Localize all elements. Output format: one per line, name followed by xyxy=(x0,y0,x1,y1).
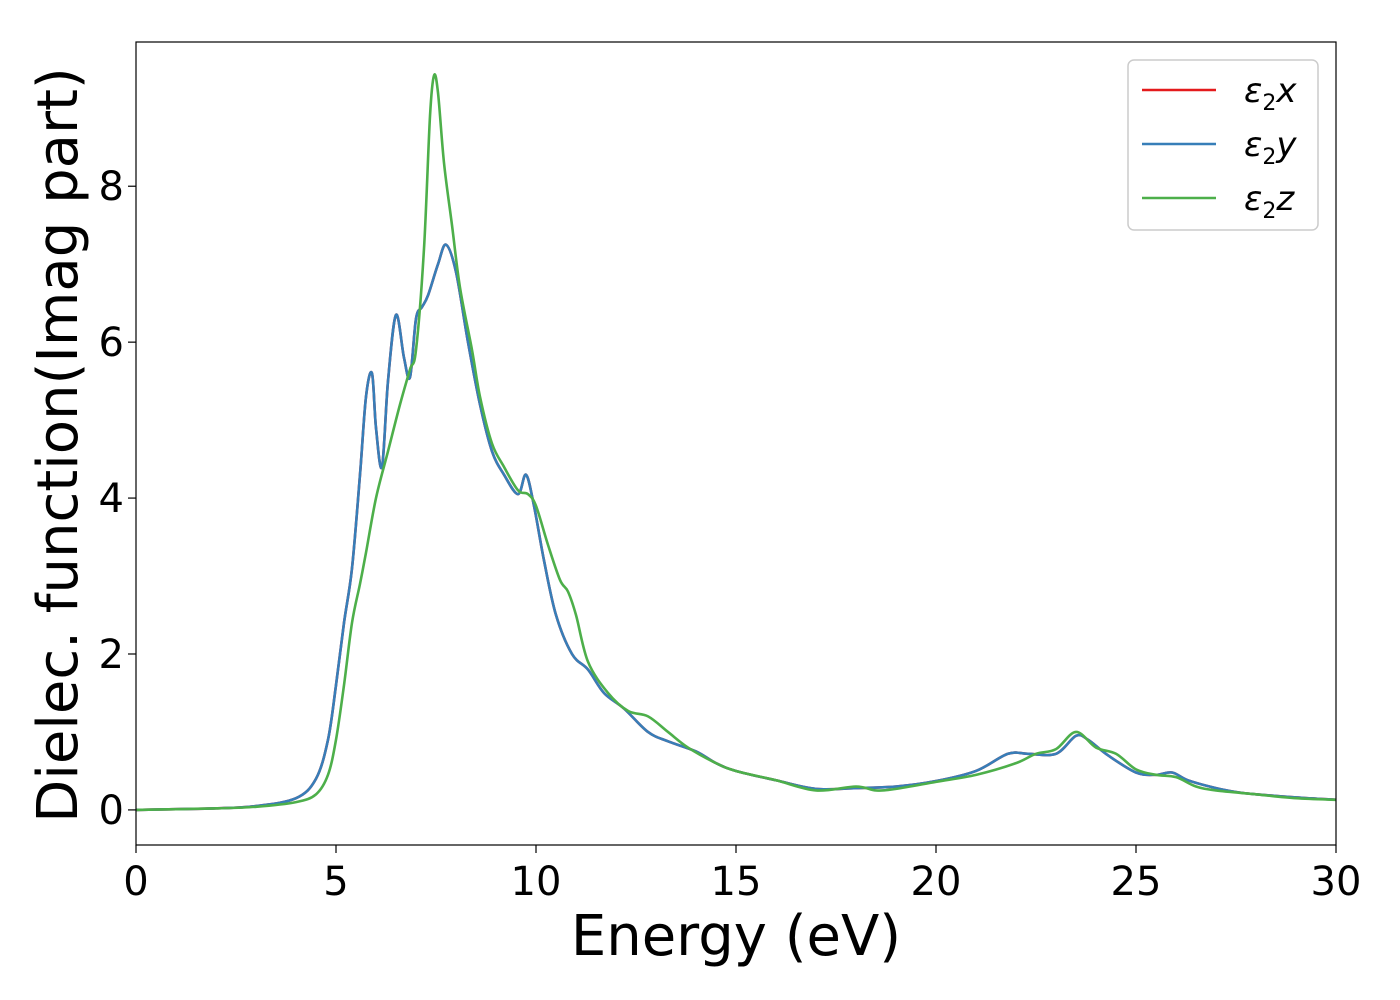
series-line-3 xyxy=(135,73,1337,812)
legend-label-3: ε2z xyxy=(1244,179,1295,224)
y-axis-title: Dielec. function(Imag part) xyxy=(26,67,91,823)
y-tick-label: 8 xyxy=(99,164,124,210)
legend-label-1: ε2x xyxy=(1244,71,1297,116)
legend-entries: ε2x ε2y ε2z xyxy=(1142,71,1297,224)
x-tick-label: 0 xyxy=(123,859,148,905)
x-axis-title: Energy (eV) xyxy=(571,904,901,969)
y-tick-label: 0 xyxy=(99,788,124,834)
legend: ε2x ε2y ε2z xyxy=(1127,59,1319,231)
x-ticks: 0 5 10 15 20 25 30 xyxy=(123,845,1361,905)
series-layer xyxy=(135,73,1337,812)
y-tick-label: 4 xyxy=(99,476,124,522)
legend-box xyxy=(1127,59,1319,231)
x-tick-label: 5 xyxy=(323,859,348,905)
y-ticks: 0 2 4 6 8 xyxy=(99,164,136,834)
x-tick-label: 25 xyxy=(1111,859,1162,905)
x-tick-label: 30 xyxy=(1311,859,1362,905)
y-tick-label: 6 xyxy=(99,320,124,366)
x-tick-label: 20 xyxy=(911,859,962,905)
x-tick-label: 15 xyxy=(711,859,762,905)
y-tick-label: 2 xyxy=(99,632,124,678)
x-tick-label: 10 xyxy=(511,859,562,905)
legend-label-2: ε2y xyxy=(1244,125,1297,170)
